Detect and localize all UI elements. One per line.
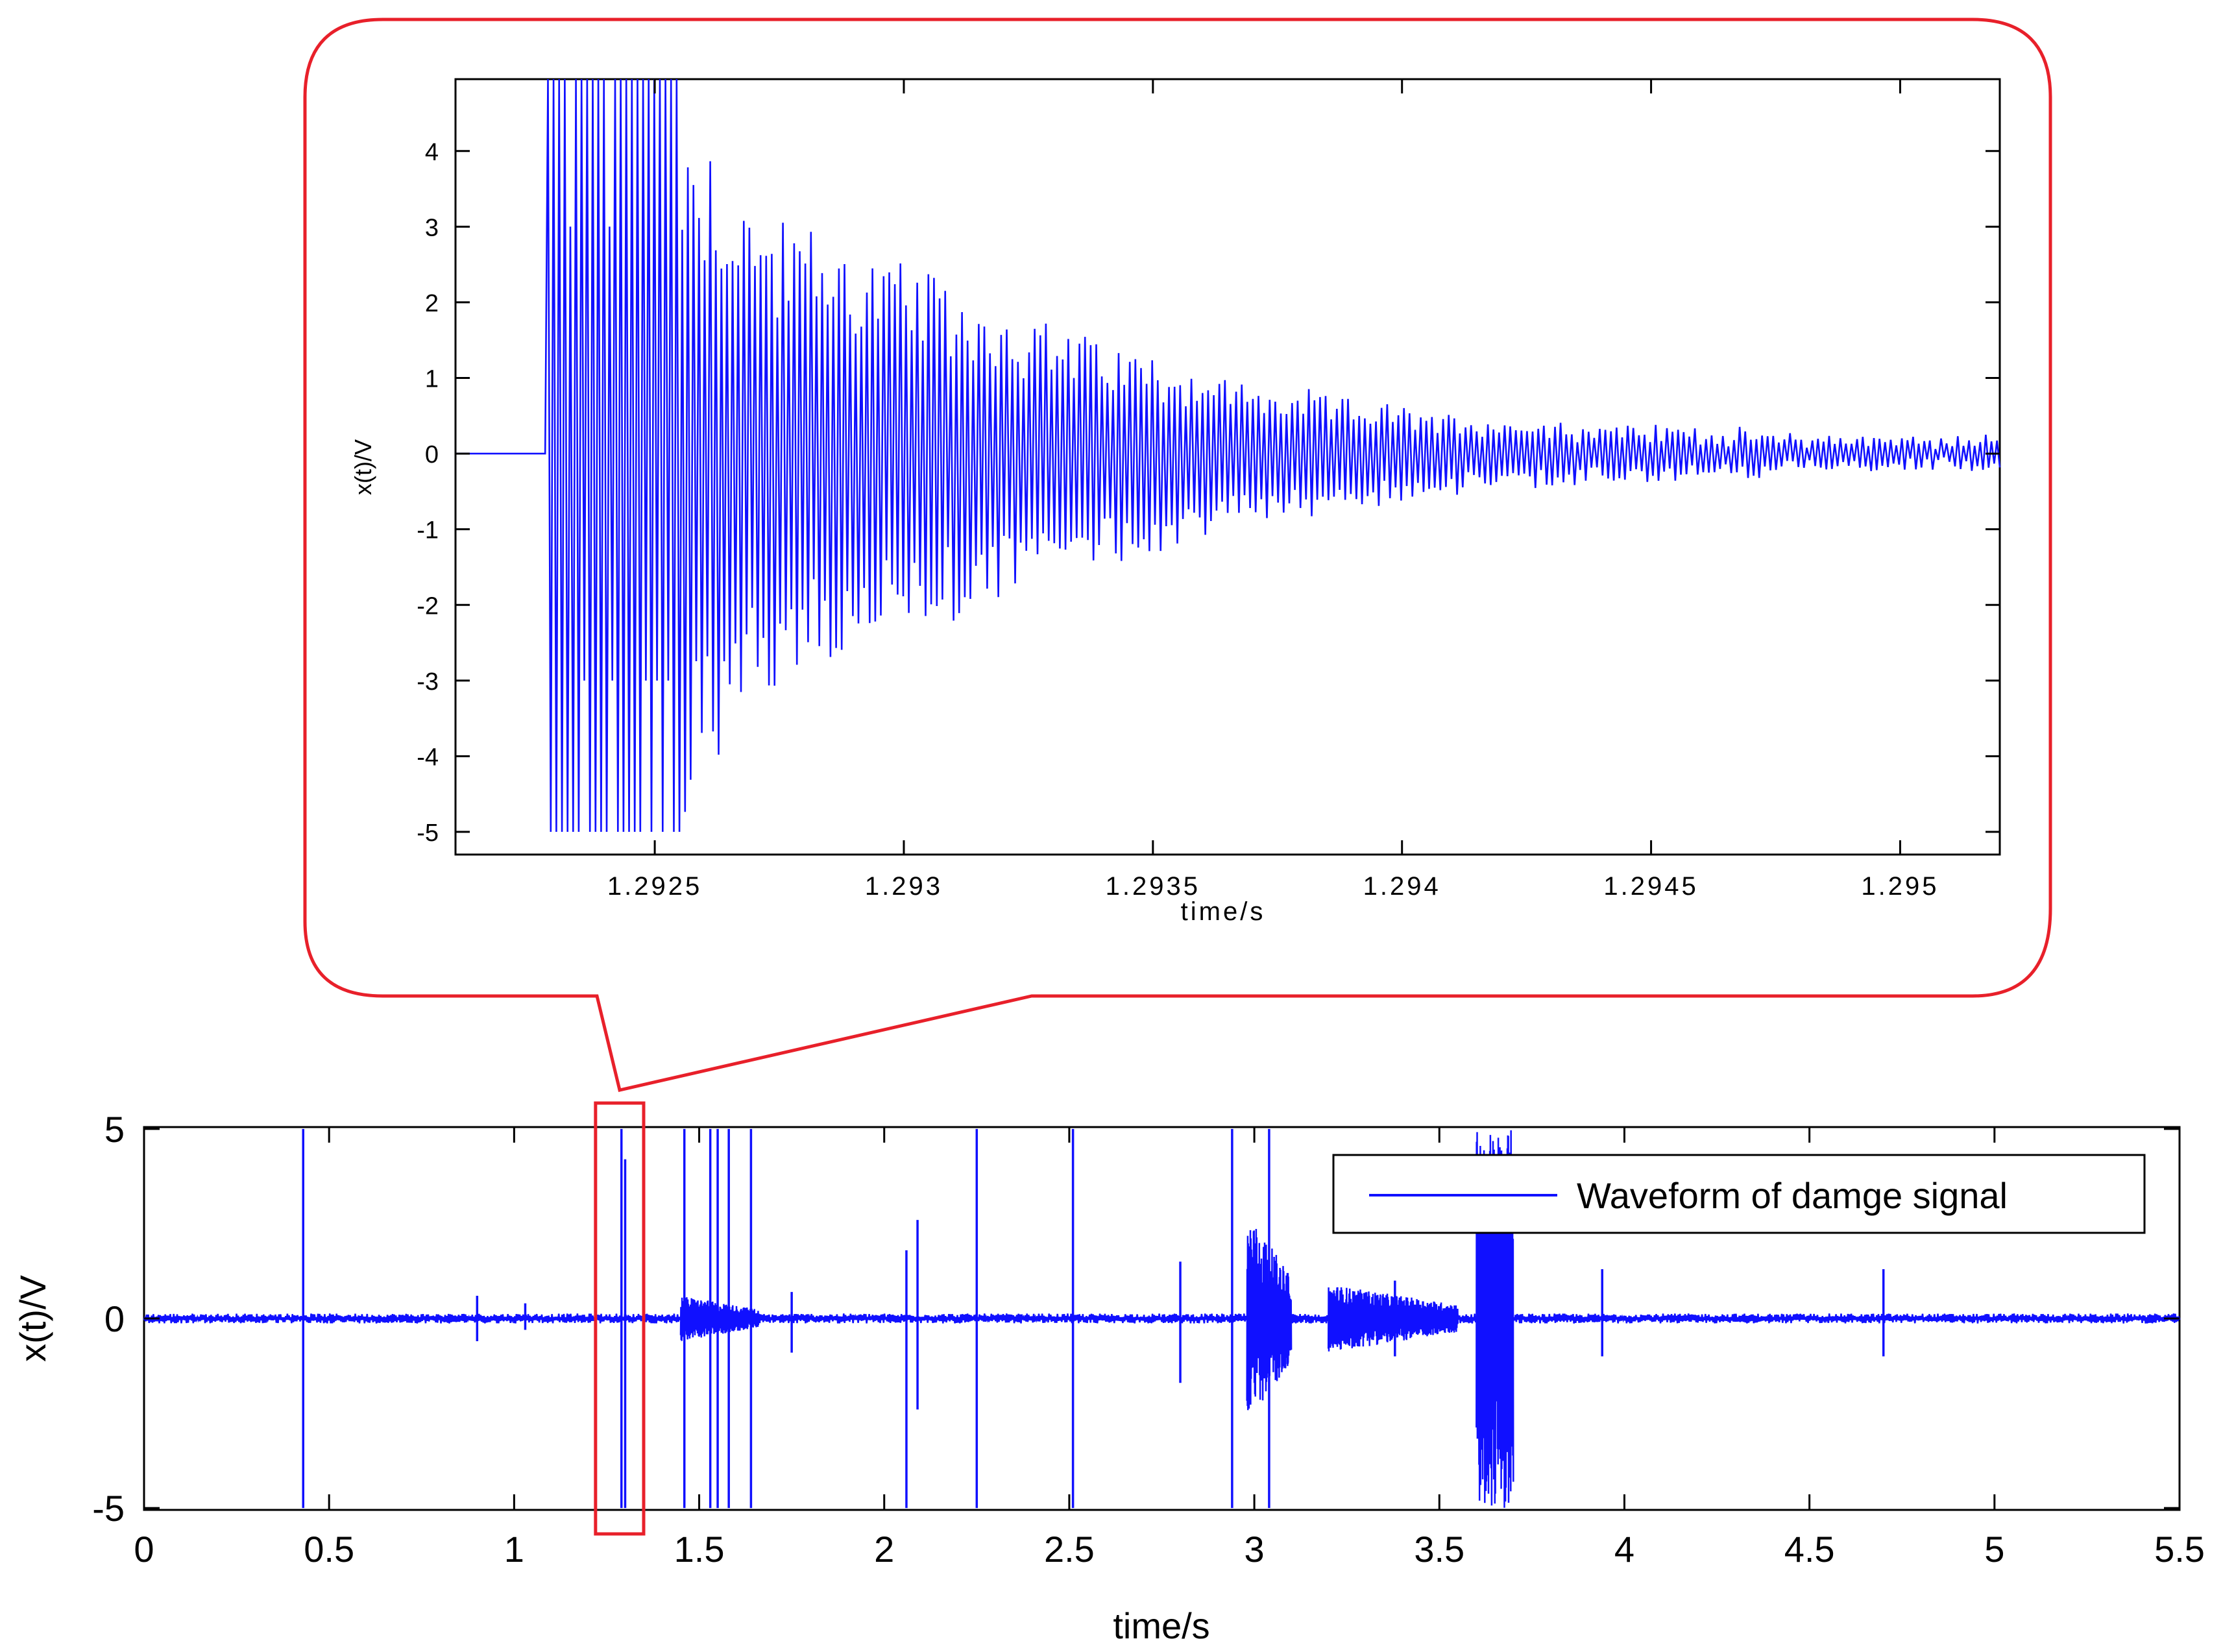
overview-x-tick-label: 1 <box>504 1529 524 1570</box>
overview-x-tick-label: 2.5 <box>1044 1529 1095 1570</box>
zoom-x-ticks: 1.2925 1.293 1.2935 1.294 1.2945 1.295 <box>607 79 1939 901</box>
overview-signal-burst <box>679 1297 760 1341</box>
zoom-x-tick-label: 1.2935 <box>1106 872 1200 901</box>
overview-x-tick-label: 0.5 <box>304 1529 354 1570</box>
highlight-region <box>594 1101 646 1536</box>
zoom-x-tick-label: 1.2945 <box>1603 872 1698 901</box>
overview-y-tick-label: 5 <box>104 1109 125 1150</box>
zoom-x-axis-label: time/s <box>1181 897 1266 926</box>
overview-chart: -505 0 0.5 1 1.5 2 2.5 3 3.5 4 4.5 5 5.5 time/s x(t… <box>12 1109 2205 1646</box>
zoom-y-tick-label: 0 <box>425 441 439 468</box>
overview-y-tick-label: -5 <box>92 1488 125 1529</box>
zoom-y-tick-label: 4 <box>425 139 439 166</box>
overview-signal-layer <box>143 1128 2181 1509</box>
zoom-y-tick-label: -4 <box>417 744 439 771</box>
callout-bubble <box>303 18 2052 1092</box>
zoom-y-tick-label: 3 <box>425 214 439 241</box>
overview-x-tick-label: 4.5 <box>1784 1529 1835 1570</box>
zoom-y-axis-label: x(t)/V <box>350 439 376 495</box>
legend: Waveform of damge signal <box>1332 1154 2146 1234</box>
zoom-signal-line <box>456 79 2001 832</box>
zoom-x-tick-label: 1.295 <box>1861 872 1939 901</box>
overview-y-ticks: -5 0 5 <box>92 1109 2180 1529</box>
zoom-y-tick-label: -5 <box>417 820 439 847</box>
zoom-x-tick-label: 1.293 <box>865 872 943 901</box>
zoom-y-tick-label: -2 <box>417 592 439 620</box>
overview-x-tick-label: 5.5 <box>2154 1529 2205 1570</box>
overview-x-ticks: 0 0.5 1 1.5 2 2.5 3 3.5 4 4.5 5 5.5 <box>134 1127 2205 1570</box>
zoom-y-tick-label: -3 <box>417 668 439 696</box>
legend-entry-label: Waveform of damge signal <box>1577 1175 2008 1216</box>
zoom-y-tick-label: 1 <box>425 366 439 393</box>
overview-x-tick-label: 5 <box>1984 1529 2004 1570</box>
zoom-signal-layer <box>456 79 2001 832</box>
zoom-y-tick-label: -1 <box>417 517 439 544</box>
overview-x-tick-label: 2 <box>874 1529 894 1570</box>
overview-y-tick-label: 0 <box>104 1298 125 1339</box>
overview-x-tick-label: 0 <box>134 1529 154 1570</box>
overview-x-tick-label: 3 <box>1245 1529 1265 1570</box>
zoom-x-tick-label: 1.294 <box>1363 872 1441 901</box>
overview-signal-burst <box>1476 1130 1514 1508</box>
zoom-y-tick-label: 2 <box>425 290 439 317</box>
overview-signal-burst <box>1327 1287 1459 1352</box>
overview-x-tick-label: 3.5 <box>1414 1529 1464 1570</box>
zoom-y-ticks: -5 -4 -3 -2 -1 0 1 2 3 4 <box>417 139 2000 847</box>
overview-y-axis-label: x(t)/V <box>12 1274 53 1361</box>
overview-signal-baseline <box>143 1313 2181 1324</box>
overview-x-axis-label: time/s <box>1113 1605 1209 1646</box>
overview-x-tick-label: 4 <box>1614 1529 1634 1570</box>
zoom-x-tick-label: 1.2925 <box>607 872 702 901</box>
overview-x-tick-label: 1.5 <box>674 1529 725 1570</box>
